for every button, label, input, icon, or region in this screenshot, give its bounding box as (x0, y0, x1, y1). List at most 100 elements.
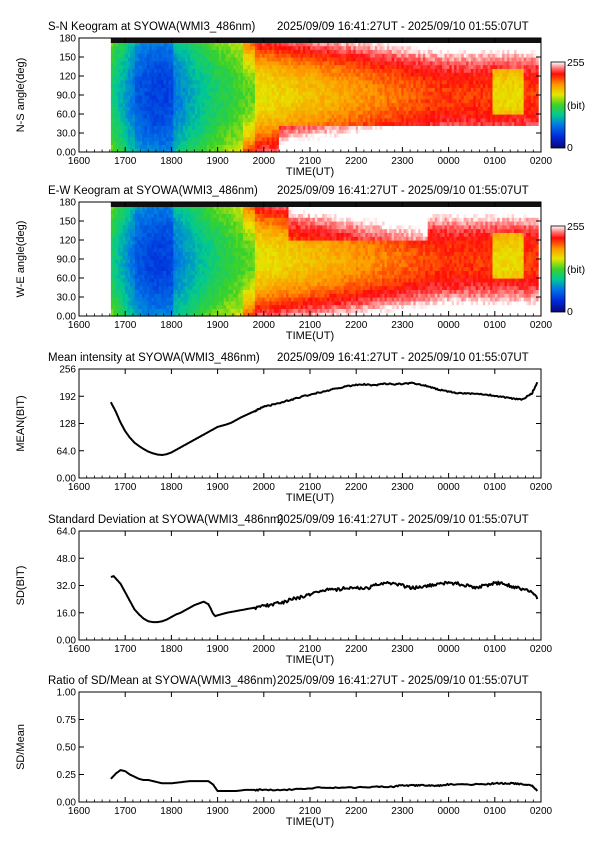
series-line-1 (110, 575, 539, 624)
y-tick-label: 150 (59, 217, 76, 228)
x-tick-label: 2200 (345, 320, 368, 331)
y-tick-label: 30.0 (57, 129, 77, 140)
y-tick-label: 120 (59, 236, 76, 247)
x-tick-label: 2000 (253, 482, 276, 493)
y-tick-label: 90.0 (57, 255, 77, 266)
x-tick-label: 1600 (68, 644, 91, 655)
y-tick-label: 180 (59, 198, 76, 209)
x-tick-label: 0200 (530, 156, 553, 167)
y-tick-label: 48.0 (57, 554, 77, 565)
colorbar: 255 (bit) 0 (550, 221, 585, 318)
y-tick-label: 64.0 (57, 527, 77, 538)
x-tick-label: 2200 (345, 644, 368, 655)
x-tick-label: 2300 (391, 320, 414, 331)
y-tick-label: 120 (59, 72, 76, 83)
colorbar-max-label: 255 (567, 57, 585, 69)
panel-time-range: 2025/09/09 16:41:27UT - 2025/09/10 01:55… (277, 514, 529, 526)
panel-time-range: 2025/09/09 16:41:27UT - 2025/09/10 01:55… (277, 21, 529, 33)
plot-frame (78, 368, 542, 479)
x-axis-label: TIME(UT) (286, 166, 334, 178)
x-tick-label: 1900 (206, 320, 229, 331)
x-axis-label: TIME(UT) (286, 330, 334, 342)
y-tick-label: 64.0 (57, 446, 77, 457)
x-tick-label: 2300 (391, 644, 414, 655)
x-tick-label: 0100 (484, 320, 507, 331)
y-tick-label: 90.0 (57, 91, 77, 102)
x-tick-label: 1700 (114, 644, 137, 655)
x-tick-label: 2300 (391, 156, 414, 167)
panel-title: Ratio of SD/Mean at SYOWA(WMI3_486nm) (48, 675, 277, 687)
y-tick-label: 150 (59, 53, 76, 64)
x-tick-label: 1700 (114, 156, 137, 167)
y-tick-label: 60.0 (57, 110, 77, 121)
x-tick-label: 0000 (437, 320, 460, 331)
x-tick-label: 2000 (253, 156, 276, 167)
series-line-1 (110, 769, 539, 792)
panel-time-range: 2025/09/09 16:41:27UT - 2025/09/10 01:55… (277, 185, 529, 197)
colorbar-min-label: 0 (567, 142, 573, 154)
x-tick-label: 2100 (299, 320, 322, 331)
colorbar-unit-label: (bit) (567, 264, 585, 276)
x-tick-label: 1800 (160, 806, 183, 817)
y-tick-label: 0.50 (57, 743, 77, 754)
x-tick-label: 0000 (437, 806, 460, 817)
x-tick-label: 0200 (530, 806, 553, 817)
x-tick-label: 2100 (299, 482, 322, 493)
y-tick-label: 0.00 (57, 312, 77, 323)
x-tick-label: 1800 (160, 320, 183, 331)
panel-time-range: 2025/09/09 16:41:27UT - 2025/09/10 01:55… (277, 675, 529, 687)
x-tick-label: 0100 (484, 806, 507, 817)
colorbar-max-label: 255 (567, 221, 585, 233)
x-tick-label: 2000 (253, 644, 276, 655)
x-tick-label: 1900 (206, 644, 229, 655)
y-axis-label: SD/Mean (15, 724, 27, 770)
x-tick-label: 2000 (253, 320, 276, 331)
x-tick-label: 1900 (206, 482, 229, 493)
x-axis-label: TIME(UT) (286, 816, 334, 828)
y-tick-label: 0.00 (57, 798, 77, 809)
x-axis-label: TIME(UT) (286, 654, 334, 666)
y-tick-label: 30.0 (57, 293, 77, 304)
y-axis-label: MEAN(BIT) (15, 395, 27, 451)
x-tick-label: 2300 (391, 806, 414, 817)
x-tick-label: 1900 (206, 156, 229, 167)
x-tick-label: 2300 (391, 482, 414, 493)
y-tick-label: 256 (59, 365, 76, 376)
panel-1: S-N Keogram at SYOWA(WMI3_486nm) 2025/09/… (15, 21, 585, 178)
y-tick-label: 0.00 (57, 148, 77, 159)
x-tick-label: 2200 (345, 156, 368, 167)
x-tick-label: 0100 (484, 482, 507, 493)
colorbar-min-label: 0 (567, 306, 573, 318)
panel-4: Standard Deviation at SYOWA(WMI3_486nm)2… (15, 514, 553, 666)
y-tick-label: 32.0 (57, 581, 77, 592)
y-tick-label: 192 (59, 392, 76, 403)
x-tick-label: 0000 (437, 156, 460, 167)
y-axis-label: SD(BIT) (15, 566, 27, 606)
y-tick-label: 0.00 (57, 474, 77, 485)
series-line-1 (110, 381, 539, 456)
colorbar-unit-label: (bit) (567, 100, 585, 112)
x-tick-label: 0200 (530, 320, 553, 331)
y-axis-label: N-S angle(deg) (15, 58, 27, 133)
panel-title: Mean intensity at SYOWA(WMI3_486nm) (48, 352, 260, 364)
keogram-image (79, 38, 542, 153)
x-axis-label: TIME(UT) (286, 492, 334, 504)
x-tick-label: 0100 (484, 644, 507, 655)
y-tick-label: 0.75 (57, 715, 77, 726)
y-tick-label: 16.0 (57, 608, 77, 619)
x-tick-label: 1600 (68, 320, 91, 331)
x-tick-label: 1700 (114, 482, 137, 493)
y-axis-label: W-E angle(deg) (15, 221, 27, 298)
panel-time-range: 2025/09/09 16:41:27UT - 2025/09/10 01:55… (277, 352, 529, 364)
panel-title: E-W Keogram at SYOWA(WMI3_486nm) (48, 185, 258, 197)
x-tick-label: 0000 (437, 482, 460, 493)
y-tick-label: 0.25 (57, 770, 77, 781)
y-tick-label: 180 (59, 34, 76, 45)
x-tick-label: 2100 (299, 644, 322, 655)
x-tick-label: 1800 (160, 644, 183, 655)
y-tick-label: 128 (59, 419, 76, 430)
panel-2: E-W Keogram at SYOWA(WMI3_486nm) 2025/09/… (15, 185, 585, 342)
x-tick-label: 2000 (253, 806, 276, 817)
x-tick-label: 0200 (530, 644, 553, 655)
